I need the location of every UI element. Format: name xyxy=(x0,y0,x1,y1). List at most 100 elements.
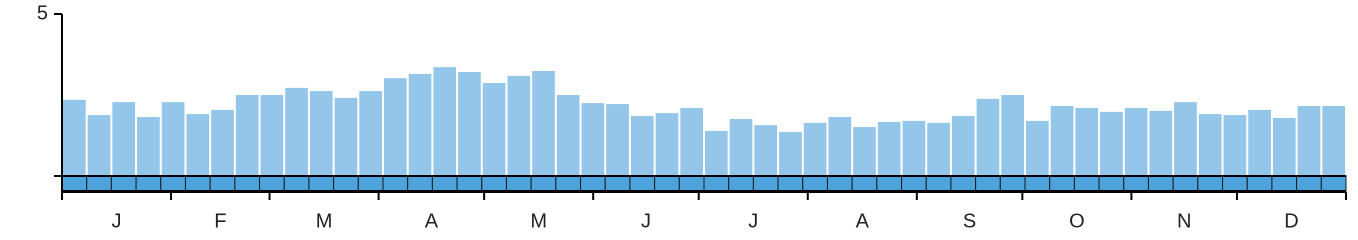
x-tick-label: J xyxy=(112,210,122,232)
bar xyxy=(384,78,407,176)
week-cell xyxy=(86,175,112,192)
x-tick-label: M xyxy=(316,210,333,232)
week-cell xyxy=(431,175,458,192)
x-tick-label: S xyxy=(963,210,976,232)
y-tick-label: 5 xyxy=(37,2,48,24)
bar xyxy=(63,99,86,176)
bar xyxy=(828,117,852,176)
week-cell xyxy=(925,175,952,192)
bar xyxy=(976,98,1000,176)
bar xyxy=(260,95,284,176)
x-tick-label: A xyxy=(425,210,439,232)
week-cell xyxy=(703,175,730,192)
week-cell xyxy=(357,175,384,192)
week-cell xyxy=(505,175,532,192)
week-cell xyxy=(728,175,754,192)
x-tick-label: F xyxy=(214,210,226,232)
bar xyxy=(902,120,926,176)
week-cell xyxy=(1049,175,1075,192)
bar xyxy=(556,95,580,176)
bar xyxy=(606,104,629,176)
bar xyxy=(1075,107,1099,176)
bar xyxy=(309,91,333,176)
bar xyxy=(433,67,457,176)
week-cell xyxy=(555,175,582,192)
x-tick-label: N xyxy=(1177,210,1191,232)
bar xyxy=(1223,115,1247,176)
week-cell xyxy=(604,175,631,192)
week-cell xyxy=(1197,175,1224,192)
bar xyxy=(1248,109,1271,176)
bar xyxy=(779,131,802,176)
week-cell xyxy=(1320,175,1347,192)
week-cell xyxy=(283,175,310,192)
bar xyxy=(1100,111,1123,176)
week-cell xyxy=(407,175,433,192)
bar xyxy=(680,107,703,176)
bar xyxy=(1297,106,1321,176)
bar xyxy=(1001,95,1024,176)
week-cell xyxy=(160,175,186,192)
x-tick-label: J xyxy=(641,210,651,232)
week-cell xyxy=(1147,175,1174,192)
week-cell xyxy=(975,175,1001,192)
x-tick-label: O xyxy=(1069,210,1085,232)
week-cell xyxy=(333,175,359,192)
x-tick-label: J xyxy=(748,210,758,232)
bar xyxy=(1174,102,1197,176)
week-cell xyxy=(110,175,137,192)
week-cell xyxy=(382,175,409,192)
bar xyxy=(137,117,160,176)
bar xyxy=(853,127,876,176)
week-cell xyxy=(135,175,162,192)
bar xyxy=(803,122,827,176)
week-cell xyxy=(851,175,878,192)
week-cell xyxy=(1296,175,1322,192)
bar xyxy=(482,83,506,176)
week-cell xyxy=(876,175,903,192)
week-cell xyxy=(950,175,977,192)
week-cell xyxy=(752,175,779,192)
bar xyxy=(1272,118,1296,176)
week-cell xyxy=(209,175,236,192)
week-cell xyxy=(1123,175,1149,192)
bar xyxy=(507,75,531,176)
week-cell xyxy=(1098,175,1125,192)
week-cell xyxy=(802,175,828,192)
bar xyxy=(1322,106,1345,176)
bar xyxy=(877,121,901,176)
bar xyxy=(951,116,975,176)
bar xyxy=(729,118,753,176)
bar xyxy=(186,114,210,176)
week-cell xyxy=(456,175,483,192)
bar xyxy=(408,73,432,176)
week-cell xyxy=(580,175,606,192)
bar xyxy=(112,102,136,176)
bar xyxy=(655,113,679,176)
week-cell xyxy=(1271,175,1298,192)
x-tick-label: A xyxy=(856,210,870,232)
bar xyxy=(87,115,111,176)
bar xyxy=(235,95,259,176)
week-cell xyxy=(1073,175,1100,192)
bar xyxy=(211,109,234,176)
bar xyxy=(1149,110,1173,176)
week-cell xyxy=(259,175,285,192)
week-cell xyxy=(777,175,804,192)
bar xyxy=(705,130,728,176)
week-cell xyxy=(629,175,656,192)
week-cell xyxy=(308,175,335,192)
week-cell xyxy=(481,175,507,192)
week-cell xyxy=(1246,175,1273,192)
bar xyxy=(581,103,605,176)
bar xyxy=(927,122,950,176)
week-cell xyxy=(1222,175,1248,192)
bar xyxy=(1050,106,1074,176)
week-cell xyxy=(1172,175,1199,192)
bar xyxy=(1026,120,1049,176)
week-cell xyxy=(530,175,557,192)
bar xyxy=(285,87,308,176)
week-cell xyxy=(826,175,853,192)
week-cell xyxy=(678,175,705,192)
